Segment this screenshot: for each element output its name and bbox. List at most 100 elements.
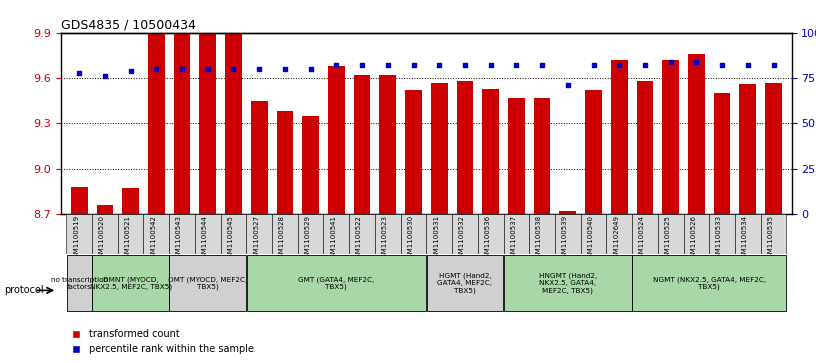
Bar: [684, 214, 709, 254]
Point: [741, 62, 754, 68]
Text: DMT (MYOCD, MEF2C,
TBX5): DMT (MYOCD, MEF2C, TBX5): [168, 276, 247, 290]
Bar: [431, 83, 447, 214]
Bar: [636, 81, 654, 214]
Point: [175, 66, 188, 72]
Bar: [174, 33, 190, 214]
Bar: [195, 214, 220, 254]
Bar: [298, 214, 323, 254]
Point: [227, 66, 240, 72]
Text: GSM1102649: GSM1102649: [614, 215, 619, 262]
Text: GSM1100544: GSM1100544: [202, 215, 208, 262]
Bar: [220, 214, 246, 254]
Point: [381, 62, 394, 68]
Bar: [503, 214, 530, 254]
Bar: [714, 93, 730, 214]
Bar: [406, 90, 422, 214]
Text: GSM1100531: GSM1100531: [433, 215, 439, 262]
Bar: [709, 214, 735, 254]
Point: [767, 62, 780, 68]
Bar: [765, 83, 782, 214]
Bar: [534, 98, 551, 214]
Bar: [379, 75, 396, 214]
Point: [459, 62, 472, 68]
Bar: [401, 214, 426, 254]
Bar: [658, 214, 684, 254]
FancyBboxPatch shape: [632, 255, 786, 311]
Bar: [482, 89, 499, 214]
Bar: [663, 60, 679, 214]
Bar: [272, 214, 298, 254]
Bar: [457, 81, 473, 214]
Point: [432, 62, 446, 68]
Text: GSM1100523: GSM1100523: [382, 215, 388, 262]
Bar: [169, 214, 195, 254]
Point: [664, 59, 677, 65]
Bar: [323, 214, 349, 254]
Bar: [96, 205, 113, 214]
Text: GSM1100525: GSM1100525: [665, 215, 671, 262]
Point: [124, 68, 137, 74]
Text: GSM1100542: GSM1100542: [150, 215, 157, 262]
Text: GSM1100535: GSM1100535: [768, 215, 774, 262]
Point: [587, 62, 600, 68]
Point: [690, 59, 703, 65]
Text: GSM1100529: GSM1100529: [304, 215, 311, 262]
Point: [561, 82, 574, 88]
Text: GSM1100532: GSM1100532: [459, 215, 465, 262]
Point: [202, 66, 215, 72]
Text: GMT (GATA4, MEF2C,
TBX5): GMT (GATA4, MEF2C, TBX5): [298, 276, 375, 290]
Text: GSM1100540: GSM1100540: [588, 215, 593, 262]
Text: GSM1100522: GSM1100522: [356, 215, 362, 262]
Bar: [277, 111, 293, 214]
Text: GSM1100528: GSM1100528: [279, 215, 285, 262]
Bar: [246, 214, 272, 254]
Text: no transcription
factors: no transcription factors: [51, 277, 108, 290]
Bar: [735, 214, 761, 254]
Bar: [375, 214, 401, 254]
Point: [150, 66, 163, 72]
Bar: [611, 60, 628, 214]
Bar: [302, 116, 319, 214]
Bar: [478, 214, 503, 254]
Text: GSM1100527: GSM1100527: [253, 215, 259, 262]
Bar: [251, 101, 268, 214]
Bar: [199, 33, 216, 214]
Text: NGMT (NKX2.5, GATA4, MEF2C,
TBX5): NGMT (NKX2.5, GATA4, MEF2C, TBX5): [653, 276, 765, 290]
FancyBboxPatch shape: [92, 255, 169, 311]
Point: [356, 62, 369, 68]
Bar: [148, 33, 165, 214]
Bar: [71, 187, 87, 214]
Point: [73, 70, 86, 76]
Bar: [122, 188, 139, 214]
Text: GSM1100521: GSM1100521: [125, 215, 131, 262]
Text: GSM1100533: GSM1100533: [716, 215, 722, 262]
Bar: [144, 214, 169, 254]
Bar: [606, 214, 632, 254]
FancyBboxPatch shape: [170, 255, 246, 311]
Point: [407, 62, 420, 68]
Point: [613, 62, 626, 68]
Bar: [328, 66, 344, 214]
Bar: [349, 214, 375, 254]
Legend: transformed count, percentile rank within the sample: transformed count, percentile rank withi…: [62, 326, 258, 358]
Bar: [585, 90, 602, 214]
Text: GSM1100536: GSM1100536: [485, 215, 490, 262]
Point: [99, 73, 112, 79]
Bar: [761, 214, 787, 254]
Text: GSM1100534: GSM1100534: [742, 215, 747, 262]
Bar: [452, 214, 478, 254]
Bar: [555, 214, 581, 254]
Text: GSM1100524: GSM1100524: [639, 215, 645, 262]
Point: [278, 66, 291, 72]
Text: GSM1100530: GSM1100530: [407, 215, 414, 262]
FancyBboxPatch shape: [427, 255, 503, 311]
FancyBboxPatch shape: [67, 255, 92, 311]
Text: GSM1100526: GSM1100526: [690, 215, 696, 262]
FancyBboxPatch shape: [246, 255, 426, 311]
Bar: [530, 214, 555, 254]
Bar: [66, 214, 92, 254]
Text: GSM1100539: GSM1100539: [561, 215, 568, 262]
Text: GSM1100545: GSM1100545: [228, 215, 233, 262]
Bar: [581, 214, 606, 254]
Text: DMNT (MYOCD,
NKX2.5, MEF2C, TBX5): DMNT (MYOCD, NKX2.5, MEF2C, TBX5): [90, 276, 171, 290]
